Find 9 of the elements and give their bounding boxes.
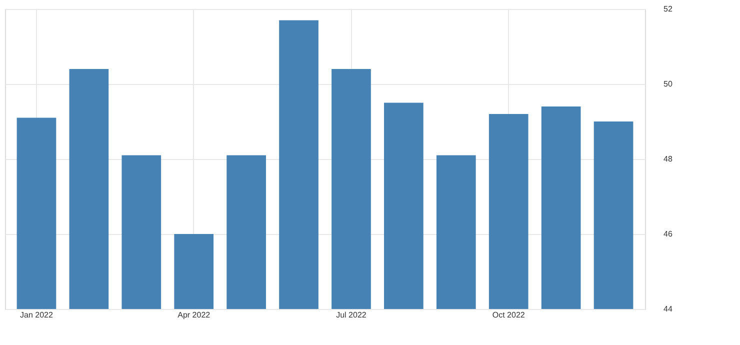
x-tick-label: Apr 2022: [178, 310, 211, 320]
x-tick-label: Jul 2022: [336, 310, 367, 320]
x-tick-label: Oct 2022: [492, 310, 526, 320]
y-tick-label: 50: [664, 80, 673, 88]
x-tick-label: Jan 2022: [20, 310, 54, 320]
y-tick-label: 44: [664, 304, 673, 314]
y-tick-label: 48: [664, 154, 673, 164]
y-tick-label: 52: [664, 4, 673, 14]
y-tick-label: 46: [664, 230, 673, 238]
